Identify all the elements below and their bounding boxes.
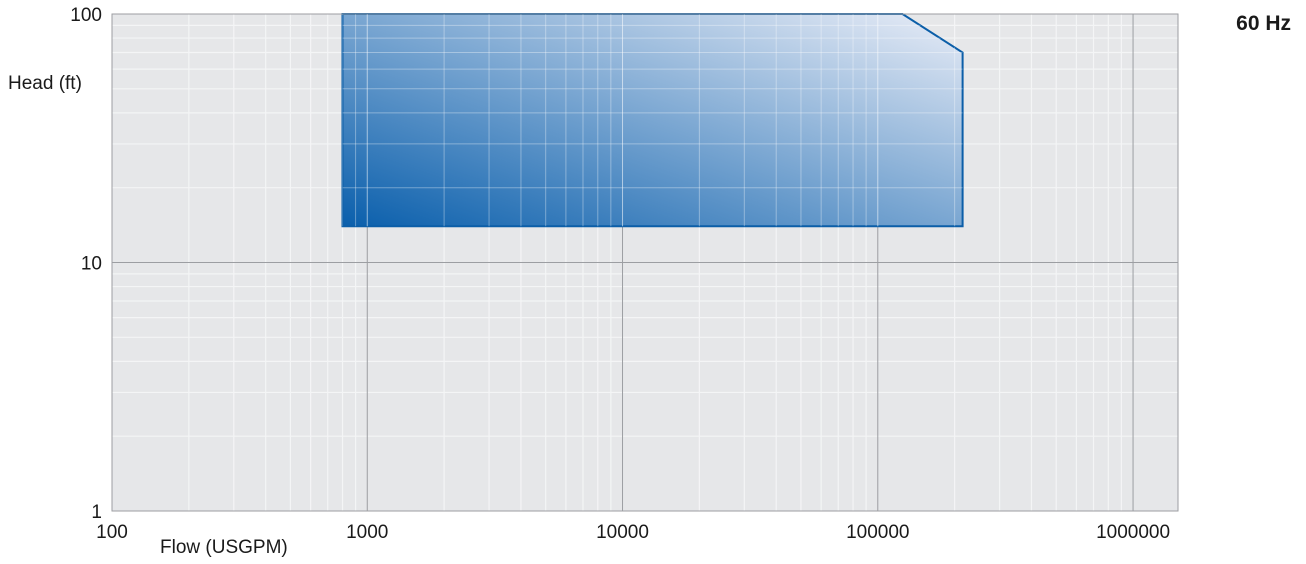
x-tick-label: 10000: [596, 522, 649, 543]
operating-range-area: [341, 13, 964, 228]
y-tick-labels: 1 10 100: [70, 5, 102, 523]
x-tick-labels: 100 1000 10000 100000 1000000: [96, 522, 1170, 543]
frequency-label: 60 Hz: [1236, 12, 1291, 35]
x-tick-label: 1000000: [1096, 522, 1170, 543]
x-tick-label: 100000: [846, 522, 909, 543]
gridlines-over-area: [342, 14, 963, 227]
y-axis-label: Head (ft): [8, 73, 82, 94]
plot-frame: [111, 13, 1179, 512]
y-tick-label: 100: [70, 5, 102, 26]
x-tick-label: 100: [96, 522, 128, 543]
y-tick-label: 10: [81, 254, 102, 275]
x-axis-label: Flow (USGPM): [160, 537, 288, 558]
x-tick-label: 1000: [346, 522, 388, 543]
y-tick-label: 1: [91, 502, 102, 523]
